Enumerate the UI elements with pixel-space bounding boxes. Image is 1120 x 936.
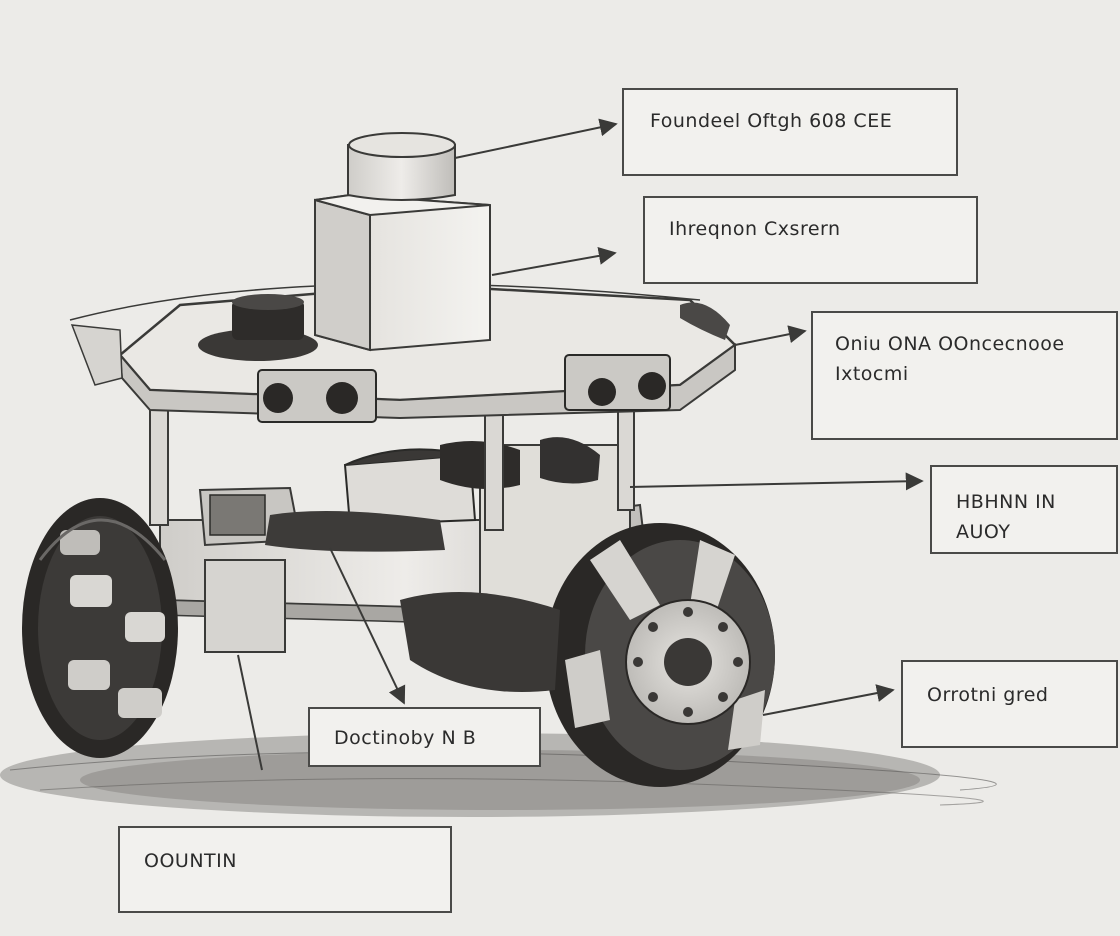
line-base [237,654,263,771]
leader-lines [237,118,924,771]
label-top-sensor: Foundeel Oftgh 608 CEE [622,88,958,176]
camera-module-left [257,369,377,423]
label-wheel: Orrotni gred [901,660,1118,748]
puck-sensor [198,294,318,361]
top-cylinder [347,132,456,201]
label-compute-box: Ihreqnon Cxsrern [643,196,978,284]
camera-module-right [564,354,671,411]
rear-wheel [400,592,560,692]
arrow-deck [734,325,807,346]
arrow-wheel [762,684,895,716]
label-base: OOUNTIN [118,826,452,913]
arrow-box [491,246,617,276]
left-wheel [22,498,178,758]
label-chassis: Doctinoby N B [308,707,541,767]
compute-box [314,193,491,352]
label-top-deck: Oniu ONA OOncecnooe Ixtocmi [811,311,1118,440]
arrow-top [454,118,618,159]
label-battery: HBHNN IN AUOY [930,465,1118,554]
right-wheel [545,523,775,787]
arrow-battery [629,472,924,491]
arrow-chassis [329,547,406,705]
